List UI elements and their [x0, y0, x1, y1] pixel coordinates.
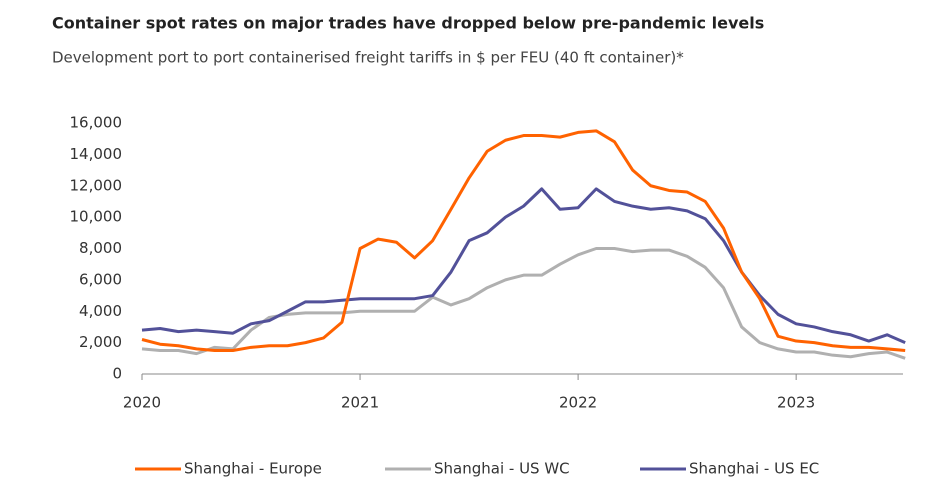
x-tick-label: 2021 [341, 394, 379, 412]
y-tick-label: 16,000 [70, 114, 123, 132]
series-line [141, 247, 906, 360]
chart-subtitle: Development port to port containerised f… [52, 49, 684, 67]
series-line [141, 129, 906, 352]
y-tick-label: 8,000 [79, 239, 122, 257]
x-tick-label: 2020 [123, 394, 161, 412]
legend-label: Shanghai - Europe [184, 460, 322, 478]
series-line [141, 187, 906, 345]
x-tick-label: 2022 [559, 394, 597, 412]
y-tick-label: 10,000 [70, 208, 123, 226]
y-tick-label: 14,000 [70, 145, 123, 163]
y-tick-label: 12,000 [70, 176, 123, 194]
y-tick-label: 2,000 [79, 333, 122, 351]
legend-label: Shanghai - US EC [689, 460, 819, 478]
chart-title: Container spot rates on major trades hav… [52, 14, 764, 33]
y-tick-label: 0 [112, 365, 122, 383]
x-tick-label: 2023 [777, 394, 815, 412]
legend-label: Shanghai - US WC [434, 460, 570, 478]
y-tick-label: 6,000 [79, 270, 122, 288]
y-tick-label: 4,000 [79, 302, 122, 320]
